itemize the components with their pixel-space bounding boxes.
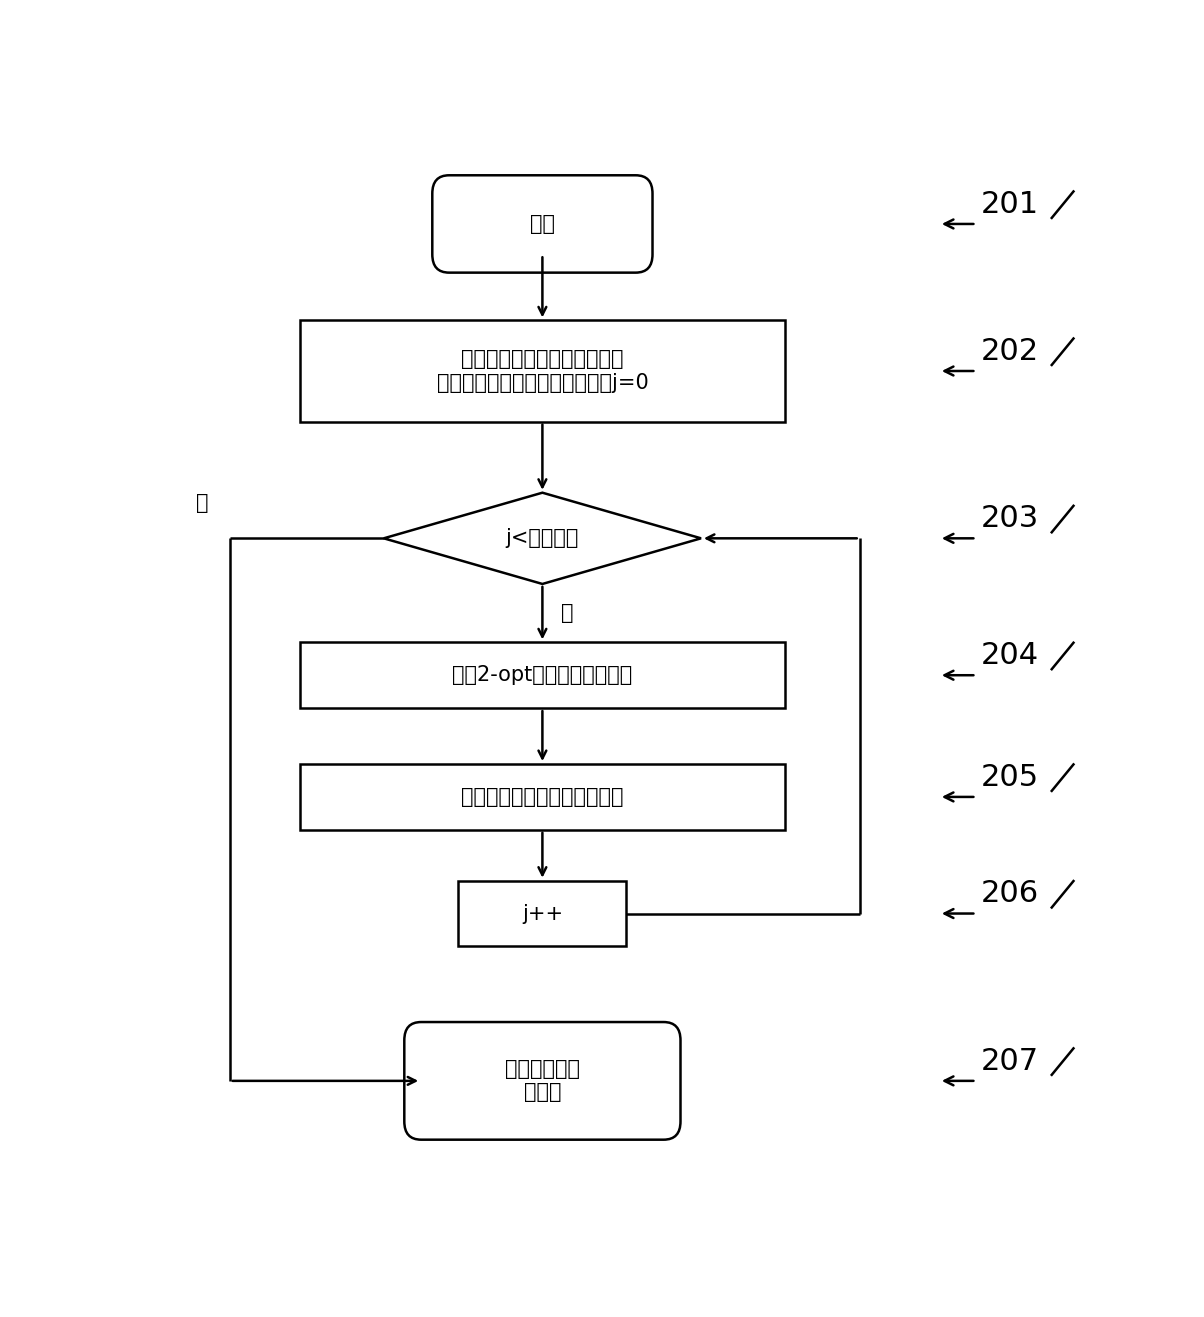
FancyBboxPatch shape (432, 175, 653, 273)
Bar (300, 320, 785, 421)
Polygon shape (384, 493, 701, 583)
Text: 204: 204 (981, 641, 1039, 670)
Text: 203: 203 (981, 504, 1039, 533)
Text: 否: 否 (195, 493, 208, 512)
Text: 保留最优解终
止循环: 保留最优解终 止循环 (504, 1059, 580, 1102)
Text: 202: 202 (981, 337, 1039, 366)
FancyBboxPatch shape (405, 1022, 680, 1139)
Text: j<迭代步数: j<迭代步数 (506, 528, 579, 548)
Text: 生成当前领域解，选出候选解: 生成当前领域解，选出候选解 (461, 788, 624, 807)
Bar (300, 764, 785, 830)
Text: 将每个个体作为初始解，并令
当前解为最优解，置空禁总表，j=0: 将每个个体作为初始解，并令 当前解为最优解，置空禁总表，j=0 (437, 349, 648, 392)
Text: 开始: 开始 (530, 213, 555, 234)
Text: 207: 207 (981, 1047, 1039, 1076)
Text: 205: 205 (981, 763, 1039, 792)
Bar (300, 643, 785, 709)
Bar (459, 881, 626, 947)
Text: 是: 是 (561, 603, 573, 623)
Text: j++: j++ (521, 903, 563, 923)
Text: 采用2-opt对其进行局部搜索: 采用2-opt对其进行局部搜索 (453, 665, 632, 685)
Text: 206: 206 (981, 880, 1039, 909)
Text: 201: 201 (981, 190, 1039, 219)
